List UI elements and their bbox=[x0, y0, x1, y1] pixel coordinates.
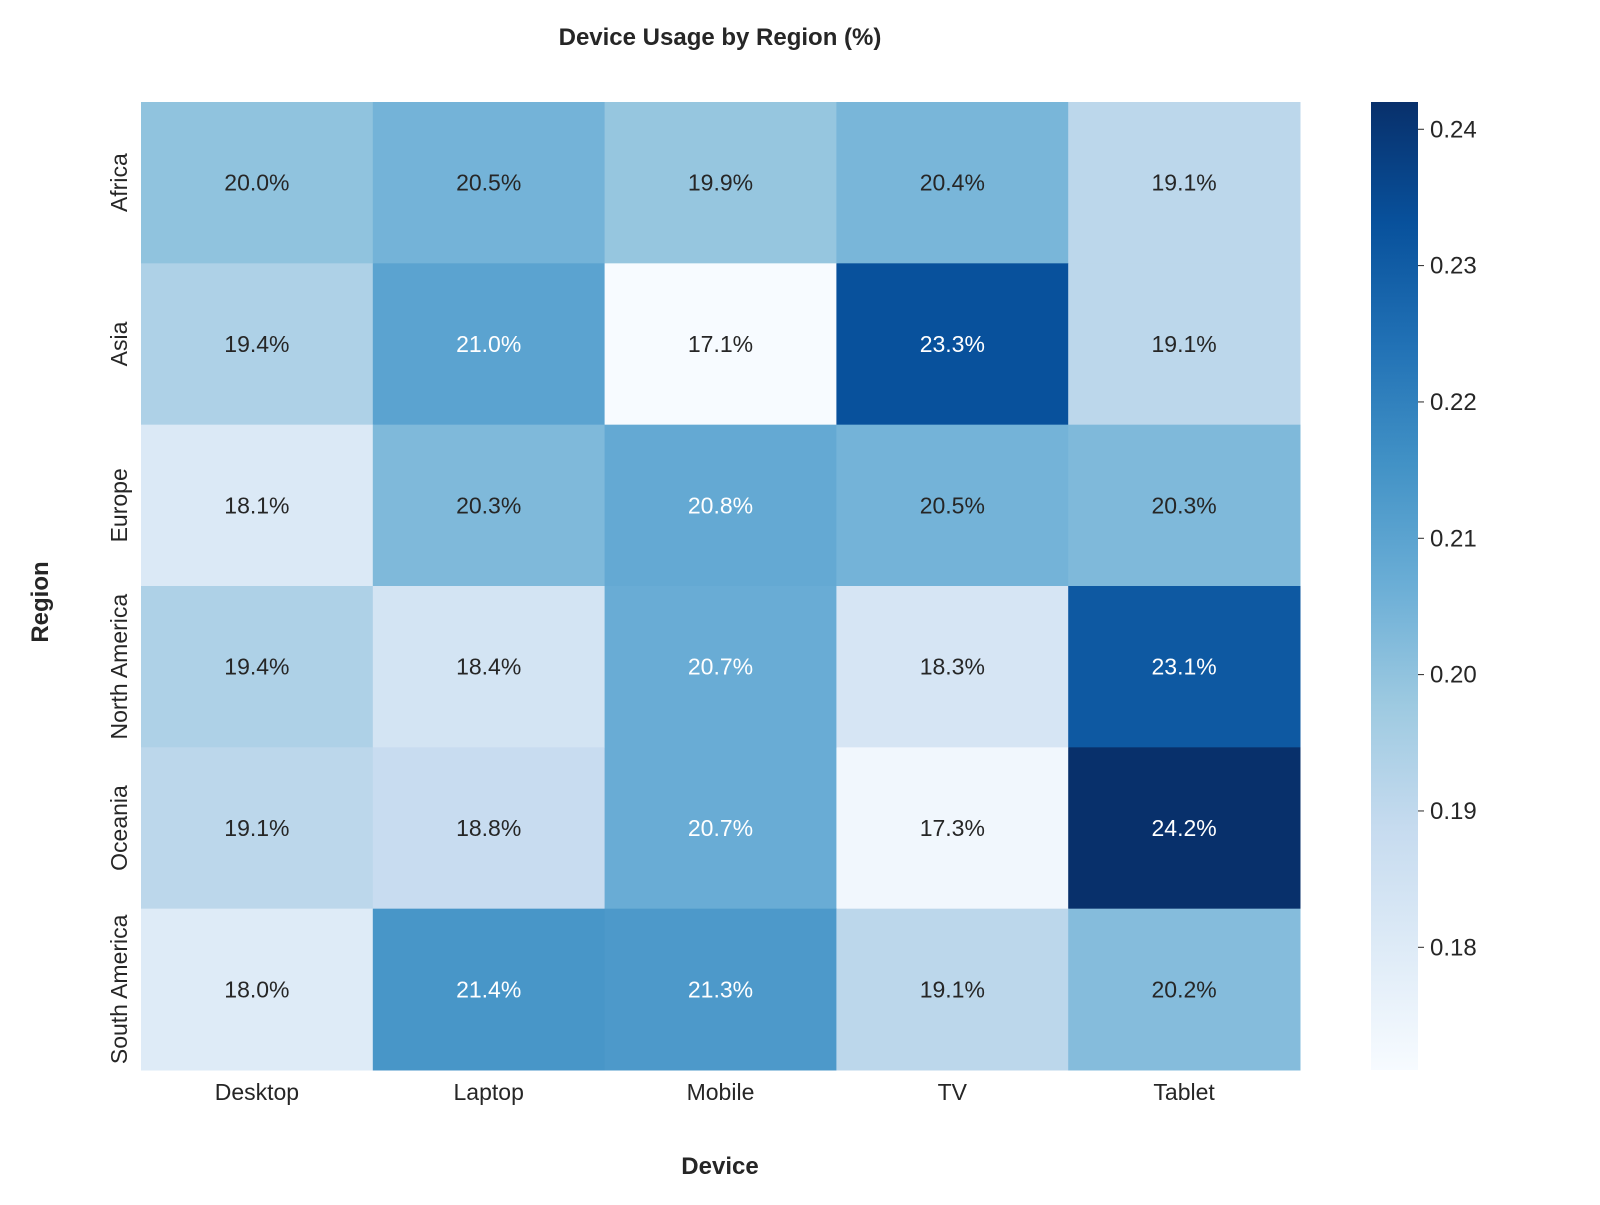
heatmap-cell bbox=[604, 102, 837, 264]
colorbar-tick-label: 0.20 bbox=[1430, 662, 1477, 689]
heatmap-cell bbox=[141, 424, 374, 587]
heatmap-cell bbox=[836, 908, 1069, 1071]
heatmap-cell bbox=[372, 747, 606, 910]
colorbar-tick-label: 0.19 bbox=[1430, 798, 1477, 825]
colorbar-tick-label: 0.18 bbox=[1430, 934, 1477, 961]
colorbar-tick-label: 0.24 bbox=[1430, 116, 1477, 143]
colorbar-tick-label: 0.21 bbox=[1430, 525, 1477, 552]
cell-label: 19.1% bbox=[224, 815, 289, 841]
x-tick-label: TV bbox=[938, 1079, 968, 1105]
heatmap-cell bbox=[372, 908, 606, 1071]
heatmap-cell bbox=[604, 908, 837, 1071]
cell-label: 20.7% bbox=[688, 815, 753, 841]
heatmap-cell bbox=[372, 424, 606, 587]
heatmap-cell bbox=[1068, 102, 1301, 264]
chart-title: Device Usage by Region (%) bbox=[559, 24, 882, 51]
heatmap-cell bbox=[372, 263, 606, 426]
cell-label: 19.1% bbox=[1151, 170, 1216, 196]
cell-label: 18.4% bbox=[456, 654, 521, 680]
heatmap-cell bbox=[141, 586, 374, 748]
y-tick-label: North America bbox=[106, 594, 132, 740]
heatmap-cell bbox=[141, 908, 374, 1071]
heatmap-cell bbox=[836, 424, 1069, 587]
cell-label: 21.3% bbox=[688, 976, 753, 1002]
heatmap-cell bbox=[141, 102, 374, 264]
heatmap-cell bbox=[604, 424, 837, 587]
heatmap-cell bbox=[141, 747, 374, 910]
heatmap-cell bbox=[1068, 424, 1301, 587]
cell-label: 20.2% bbox=[1151, 976, 1216, 1002]
cell-label: 17.1% bbox=[688, 331, 753, 357]
heatmap-cell bbox=[836, 102, 1069, 264]
y-axis-ticks: Africa Asia Europe North America Oceania Sout… bbox=[106, 153, 132, 1064]
y-tick-label: Africa bbox=[106, 153, 132, 212]
cell-label: 19.4% bbox=[224, 331, 289, 357]
x-tick-label: Tablet bbox=[1153, 1079, 1215, 1105]
cell-label: 18.1% bbox=[224, 492, 289, 518]
heatmap-cell bbox=[604, 747, 837, 910]
x-axis-label: Device bbox=[681, 1153, 758, 1180]
cell-label: 20.7% bbox=[688, 654, 753, 680]
heatmap-cell bbox=[1068, 908, 1301, 1071]
heatmap-cells: 20.0% 20.5% 19.9% 20.4% 19.1% 19.4% 21.0% 17.1%… bbox=[141, 102, 1301, 1071]
cell-label: 23.3% bbox=[920, 331, 985, 357]
colorbar-gradient bbox=[1371, 102, 1418, 1070]
y-tick-label: Asia bbox=[106, 321, 132, 366]
heatmap-cell bbox=[836, 586, 1069, 748]
cell-label: 20.4% bbox=[920, 170, 985, 196]
cell-label: 20.5% bbox=[920, 492, 985, 518]
y-axis-label: Region bbox=[27, 561, 54, 642]
cell-label: 18.0% bbox=[224, 976, 289, 1002]
x-tick-label: Mobile bbox=[687, 1079, 755, 1105]
cell-label: 18.8% bbox=[456, 815, 521, 841]
cell-label: 19.9% bbox=[688, 170, 753, 196]
cell-label: 24.2% bbox=[1151, 815, 1216, 841]
cell-label: 17.3% bbox=[920, 815, 985, 841]
cell-label: 18.3% bbox=[920, 654, 985, 680]
heatmap-cell bbox=[372, 586, 606, 748]
cell-label: 20.3% bbox=[456, 492, 521, 518]
y-tick-label: Oceania bbox=[106, 785, 132, 871]
cell-label: 20.5% bbox=[456, 170, 521, 196]
heatmap-cell bbox=[1068, 586, 1301, 748]
cell-label: 19.4% bbox=[224, 654, 289, 680]
x-tick-label: Laptop bbox=[454, 1079, 524, 1105]
cell-label: 19.1% bbox=[920, 976, 985, 1002]
heatmap-cell bbox=[836, 263, 1069, 426]
heatmap-cell bbox=[604, 586, 837, 748]
x-tick-label: Desktop bbox=[215, 1079, 299, 1105]
colorbar-tick-label: 0.23 bbox=[1430, 253, 1477, 280]
cell-label: 20.8% bbox=[688, 492, 753, 518]
heatmap-cell bbox=[836, 747, 1069, 910]
cell-label: 23.1% bbox=[1151, 654, 1216, 680]
y-tick-label: Europe bbox=[106, 468, 132, 542]
heatmap-cell bbox=[1068, 747, 1301, 910]
heatmap-cell bbox=[1068, 263, 1301, 426]
cell-label: 21.0% bbox=[456, 331, 521, 357]
cell-label: 19.1% bbox=[1151, 331, 1216, 357]
colorbar: 0.18 0.19 0.20 0.21 0.22 0.23 0.24 bbox=[1371, 102, 1477, 1070]
y-tick-label: South America bbox=[106, 914, 132, 1064]
colorbar-tick-label: 0.22 bbox=[1430, 389, 1477, 416]
heatmap-cell bbox=[141, 263, 374, 426]
cell-label: 20.3% bbox=[1151, 492, 1216, 518]
cell-label: 20.0% bbox=[224, 170, 289, 196]
heatmap-cell bbox=[372, 102, 606, 264]
heatmap-cell bbox=[604, 263, 837, 426]
cell-label: 21.4% bbox=[456, 976, 521, 1002]
x-axis-ticks: Desktop Laptop Mobile TV Tablet bbox=[215, 1079, 1216, 1105]
